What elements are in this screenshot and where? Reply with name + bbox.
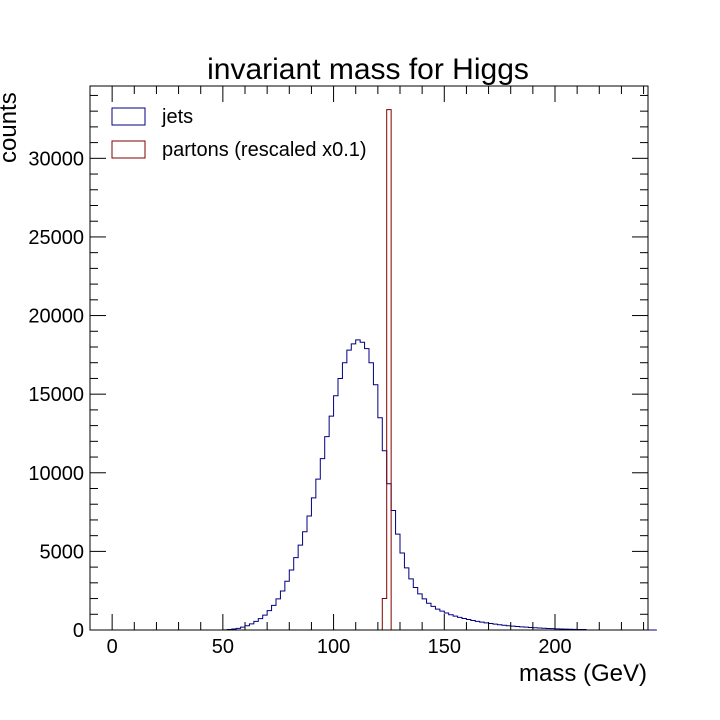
- histogram-bin: [365, 349, 369, 630]
- y-axis-label: counts: [0, 92, 22, 163]
- histogram-bin: [484, 623, 488, 630]
- histogram-bin: [285, 581, 289, 630]
- axis-ticks: 0 50 100 150 200 0 5000 10000 15000 20000 25000 300…: [28, 86, 648, 658]
- y-tick-label: 30000: [28, 148, 84, 170]
- histogram-bin: [511, 626, 515, 630]
- histogram-bin: [342, 363, 346, 630]
- histogram-bin: [254, 621, 258, 630]
- histogram-bin: [453, 616, 457, 630]
- chart-title: invariant mass for Higgs: [207, 53, 529, 86]
- x-tick-label: 50: [212, 636, 234, 658]
- plot-frame: [89, 85, 649, 631]
- legend-swatch: [111, 140, 146, 159]
- histogram-bin: [440, 611, 444, 630]
- histogram-bin: [245, 626, 249, 630]
- y-tick-label: 15000: [28, 384, 84, 406]
- legend-label: partons (rescaled x0.1): [162, 139, 367, 161]
- series-outline: [381, 109, 644, 631]
- histogram-bin: [506, 626, 510, 630]
- histogram-bin: [435, 609, 439, 630]
- histogram-bin: [249, 624, 253, 630]
- y-tick-label: 25000: [28, 227, 84, 249]
- histogram-bin: [382, 599, 386, 630]
- histogram-bin: [347, 350, 351, 630]
- histogram-bin: [303, 532, 307, 630]
- histogram-bin: [360, 342, 364, 630]
- histogram-bin: [356, 340, 360, 630]
- y-tick-label: 0: [73, 620, 84, 642]
- histogram-bin: [489, 624, 493, 630]
- histogram-bin: [294, 558, 298, 630]
- x-tick-label: 0: [107, 636, 118, 658]
- histogram-bin: [307, 516, 311, 630]
- x-tick-label: 200: [538, 636, 571, 658]
- histogram-bin: [466, 620, 470, 630]
- histogram-bin: [320, 459, 324, 630]
- x-tick-label: 150: [428, 636, 461, 658]
- histogram-bin: [471, 620, 475, 630]
- histogram-bin: [391, 511, 395, 630]
- histogram-bin: [409, 579, 413, 630]
- histogram-bin: [413, 588, 417, 630]
- series-0: [222, 339, 657, 631]
- histogram-bin: [311, 498, 315, 630]
- histogram-bin: [369, 363, 373, 630]
- histogram-bin: [351, 344, 355, 630]
- histogram-bin: [422, 599, 426, 630]
- histogram-bin: [400, 553, 404, 630]
- y-tick-label: 5000: [40, 541, 85, 563]
- histogram-bin: [387, 110, 391, 630]
- histogram-bin: [276, 599, 280, 630]
- histogram-bin: [289, 570, 293, 630]
- histogram-bin: [427, 603, 431, 630]
- histogram-bin: [431, 606, 435, 630]
- histogram-bin: [298, 545, 302, 630]
- x-tick-label: 100: [317, 636, 350, 658]
- histogram-bin: [329, 416, 333, 630]
- histogram-bin: [480, 622, 484, 630]
- histogram-bin: [280, 591, 284, 630]
- histogram-bin: [404, 568, 408, 630]
- histogram-bin: [396, 534, 400, 630]
- histogram-bin: [272, 605, 276, 630]
- legend-label: jets: [161, 106, 193, 128]
- histogram-bin: [497, 625, 501, 630]
- x-axis-label: mass (GeV): [519, 660, 647, 687]
- histogram-bin: [458, 617, 462, 630]
- histogram-bin: [334, 396, 338, 630]
- histogram-bin: [373, 385, 377, 630]
- histogram-bin: [418, 594, 422, 630]
- y-tick-label: 10000: [28, 463, 84, 485]
- histogram-bin: [502, 625, 506, 630]
- histogram-bin: [515, 627, 519, 630]
- histogram-bin: [338, 378, 342, 630]
- histogram-bin: [263, 615, 267, 630]
- histogram-bin: [462, 619, 466, 630]
- legend: jets partons (rescaled x0.1): [111, 106, 367, 161]
- histogram-bin: [267, 611, 271, 630]
- histogram-bin: [258, 619, 262, 630]
- histogram-bin: [449, 615, 453, 630]
- histogram-bin: [378, 418, 382, 630]
- y-tick-label: 20000: [28, 306, 84, 328]
- histogram-bin: [444, 613, 448, 630]
- histogram-bin: [493, 624, 497, 630]
- series-1: [381, 109, 644, 631]
- histogram-bin: [316, 479, 320, 630]
- histogram-bin: [325, 437, 329, 630]
- plot-area: [222, 109, 657, 631]
- legend-swatch: [111, 107, 146, 126]
- histogram-bin: [475, 621, 479, 630]
